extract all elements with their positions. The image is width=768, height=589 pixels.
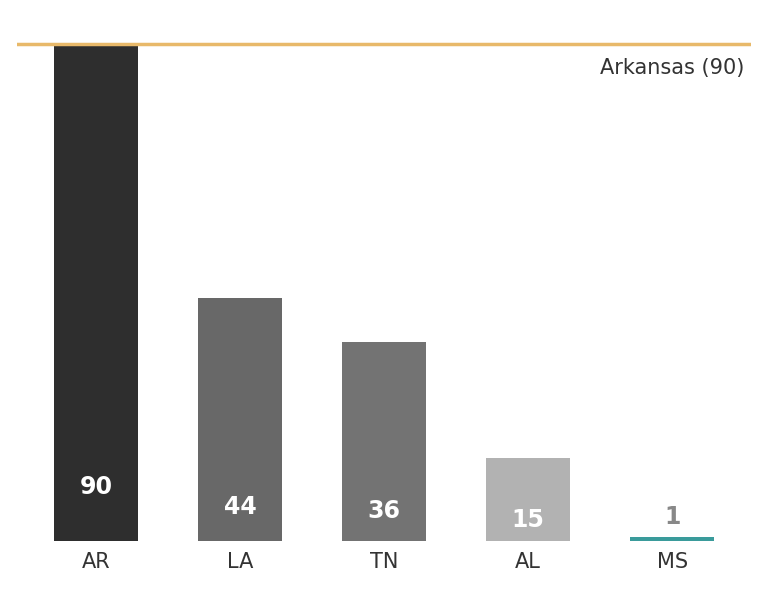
Bar <box>198 298 282 541</box>
Text: 1: 1 <box>664 505 680 528</box>
Text: 90: 90 <box>79 475 112 499</box>
Bar <box>54 44 137 541</box>
Bar <box>486 458 570 541</box>
Bar <box>343 342 425 541</box>
Text: 15: 15 <box>511 508 545 532</box>
Text: Arkansas (90): Arkansas (90) <box>600 58 744 78</box>
Text: 36: 36 <box>368 498 400 522</box>
Bar <box>631 537 714 541</box>
Text: 44: 44 <box>223 495 257 519</box>
